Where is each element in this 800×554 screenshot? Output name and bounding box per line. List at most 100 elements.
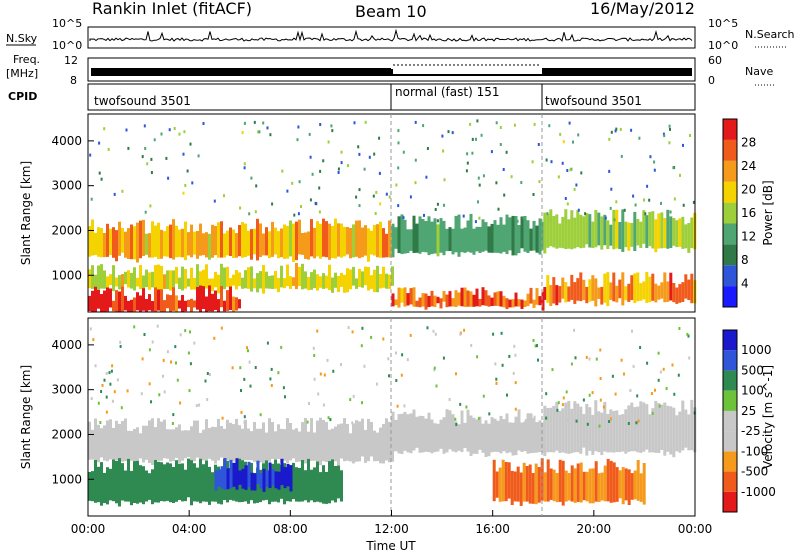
heat-cell [100, 177, 103, 181]
heat-cell [406, 293, 410, 306]
heat-cell [284, 395, 286, 399]
heat-cell [322, 420, 325, 462]
heat-cell [280, 428, 283, 463]
heat-cell [235, 233, 238, 258]
heat-cell [385, 192, 388, 196]
heat-cell [463, 422, 467, 449]
heat-cell [600, 216, 604, 250]
heat-cell [141, 357, 144, 361]
heat-cell [198, 403, 201, 407]
heat-cell [127, 146, 130, 150]
heat-cell [635, 421, 638, 425]
heat-cell [615, 285, 619, 303]
heat-cell [579, 214, 583, 249]
heat-cell [463, 287, 467, 307]
heat-cell [548, 217, 551, 221]
heat-cell [564, 470, 568, 502]
heat-cell [513, 123, 516, 127]
colorbar-swatch [723, 223, 737, 245]
heat-cell [220, 221, 223, 258]
heat-cell [254, 210, 257, 214]
heat-cell [594, 210, 598, 248]
heat-cell [250, 266, 253, 292]
heat-cell [608, 137, 611, 141]
freq-panel: Freq. [MHz] 12 8 60 0 Nave [6, 53, 775, 87]
heat-cell [395, 351, 397, 355]
heat-cell [105, 410, 108, 414]
heat-cell [558, 223, 562, 248]
heat-cell [232, 296, 235, 312]
heat-cell [139, 295, 142, 312]
heat-cell [397, 166, 400, 170]
heat-cell [202, 286, 205, 309]
heat-cell [262, 121, 265, 125]
heat-cell [358, 204, 361, 208]
heat-cell [364, 225, 367, 256]
heat-cell [184, 469, 187, 502]
heat-cell [645, 272, 649, 303]
heat-cell [106, 276, 109, 289]
heat-cell [594, 461, 598, 502]
heat-cell [282, 386, 285, 390]
heat-cell [442, 417, 446, 454]
heat-cell [549, 209, 553, 247]
heat-cell [615, 410, 619, 453]
heat-cell [621, 414, 625, 452]
heat-cell [229, 422, 232, 463]
heat-cell [666, 209, 670, 249]
heat-cell [502, 419, 506, 452]
heat-cell [545, 416, 548, 420]
heat-cell [666, 281, 670, 302]
heat-cell [208, 285, 211, 312]
heat-cell [642, 463, 646, 505]
heat-cell [445, 409, 449, 453]
heat-cell [561, 403, 564, 407]
heat-cell [352, 266, 355, 286]
heat-cell [418, 415, 422, 453]
heat-cell [448, 410, 452, 450]
heat-cell [582, 398, 585, 402]
heat-cell [627, 422, 630, 425]
heat-cell [208, 233, 211, 260]
power-colorbar: 28 24 20 16 12 8 4 [722, 118, 756, 308]
heat-cell [567, 473, 571, 501]
heat-cell [477, 200, 479, 204]
heat-cell [112, 459, 115, 502]
heat-cell [353, 121, 356, 125]
heat-cell [158, 393, 161, 397]
heat-cell [189, 330, 191, 334]
heat-cell [433, 366, 436, 370]
heat-cell [421, 293, 425, 307]
heat-cell [376, 432, 379, 462]
heat-cell [346, 268, 349, 293]
heat-cell [394, 299, 398, 306]
heat-cell [150, 157, 153, 161]
heat-cell [88, 472, 91, 501]
heat-cell [561, 161, 564, 165]
velocity-ylabel: Slant Range [km] [19, 365, 33, 469]
heat-cell [360, 344, 363, 348]
heat-cell [220, 263, 223, 288]
heat-cell [490, 223, 494, 253]
heat-cell [472, 228, 476, 255]
heat-cell [316, 461, 319, 502]
heat-cell [118, 458, 121, 507]
heat-cell [193, 463, 196, 502]
y-tick-label: 1000 [51, 472, 82, 486]
heat-cell [499, 291, 503, 307]
heat-cell [469, 122, 472, 126]
heat-cell [283, 467, 287, 489]
heat-cell [671, 363, 674, 367]
heat-cell [561, 216, 565, 249]
heat-cell [418, 216, 422, 254]
heat-cell [235, 458, 239, 490]
heat-cell [256, 218, 259, 261]
heat-cell [636, 272, 640, 302]
heat-cell [105, 372, 108, 375]
heat-cell [199, 432, 202, 464]
heat-cell [243, 162, 246, 166]
heat-cell [319, 417, 322, 466]
heat-cell [541, 422, 545, 453]
heat-cell [621, 272, 625, 306]
colorbar-swatch [723, 350, 737, 371]
